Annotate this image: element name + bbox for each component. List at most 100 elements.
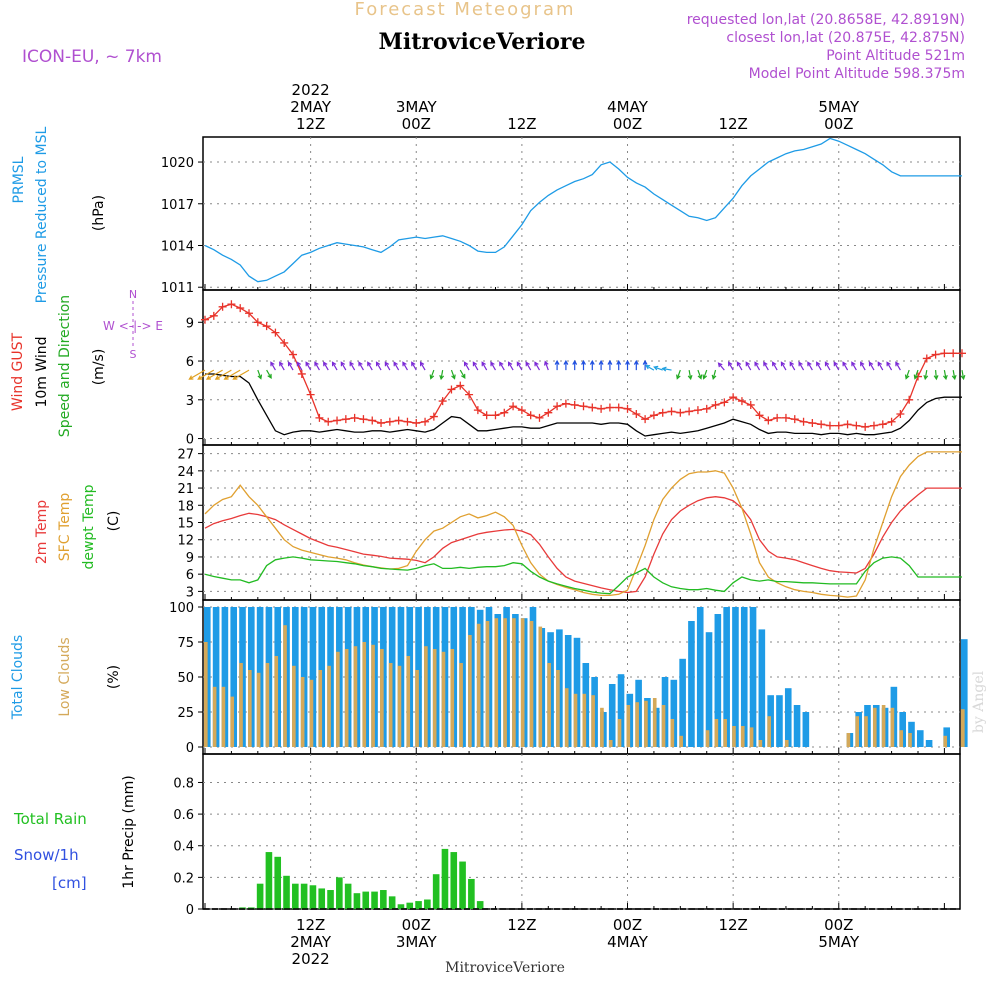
low-cloud-bar (336, 651, 340, 747)
low-cloud-bar (309, 679, 314, 747)
gust-marker (834, 421, 843, 430)
wind-arrow (860, 361, 866, 371)
y-tick-label: 9 (186, 316, 194, 331)
wind-arrow (798, 361, 805, 371)
gust-marker (693, 406, 702, 415)
y-tick-label: 6 (186, 568, 194, 583)
wind-arrow (581, 359, 586, 371)
gust-marker (702, 404, 711, 413)
time-label: 12Z (718, 916, 747, 934)
point-altitude: Point Altitude 521m (826, 48, 965, 64)
time-label: 2022 (292, 81, 330, 99)
low-cloud-bar (705, 730, 710, 747)
low-cloud-bar (538, 626, 543, 747)
total-cloud-bar (714, 614, 722, 747)
low-cloud-bar (740, 726, 745, 747)
total-cloud-bar (776, 695, 783, 747)
low-cloud-bar (872, 707, 877, 747)
y-tick-label: 1011 (161, 281, 194, 296)
wind-arrow (472, 361, 479, 371)
gust-marker (887, 417, 896, 426)
low-cloud-bar (468, 635, 472, 747)
gust-marker (553, 402, 562, 411)
gust-marker (403, 417, 412, 426)
time-label: 00Z (613, 115, 642, 133)
low-cloud-bar (432, 649, 437, 747)
y-tick-label: 0.6 (173, 808, 194, 823)
rain-bar (380, 890, 387, 909)
rain-bar (468, 878, 475, 909)
gust-marker (737, 397, 746, 406)
rain-bar (415, 901, 422, 909)
total-cloud-bar (899, 712, 906, 747)
time-label: 00Z (613, 916, 642, 934)
model-label: ICON-EU, ~ 7km (22, 47, 162, 67)
time-label: 2MAY (290, 933, 332, 951)
rain-bar (362, 891, 370, 909)
wind-arrow (358, 361, 364, 371)
y-tick-label: 18 (177, 499, 194, 514)
low-cloud-bar (450, 649, 455, 747)
rain-bar (256, 883, 264, 909)
time-label: 12Z (507, 115, 536, 133)
wind-arrow (393, 361, 400, 371)
y-tick-label: 9 (186, 551, 194, 566)
y-tick-label: 3 (186, 585, 194, 600)
wind-arrow (642, 359, 648, 371)
gust-marker (368, 416, 377, 425)
gust-marker (623, 404, 632, 413)
total-cloud-bar (793, 705, 801, 747)
wind-arrow (287, 361, 294, 371)
wind-arrow (807, 361, 813, 371)
total-cloud-bar (723, 607, 730, 747)
wind-arrow (589, 359, 595, 371)
time-label: 2022 (292, 950, 330, 968)
wind-arrow (711, 369, 717, 380)
wind-arrow (942, 369, 948, 381)
y-tick-label: 24 (177, 465, 194, 480)
gust-marker (614, 403, 623, 412)
time-label: 12Z (507, 916, 536, 934)
low-cloud-bar (212, 686, 217, 747)
gust-marker (958, 349, 966, 358)
gust-marker (473, 406, 482, 415)
low-cloud-bar (292, 665, 296, 747)
total-cloud-bar (212, 607, 220, 747)
low-cloud-bar (749, 727, 754, 747)
wind-arrow (933, 370, 939, 381)
wind-arrow (904, 369, 910, 380)
gust-marker (588, 403, 597, 412)
gust-label: Wind GUST (10, 332, 26, 411)
low-cloud-bar (784, 740, 789, 747)
series-2m-temp (204, 487, 962, 594)
rain-bar (248, 907, 255, 909)
wind-arrow (384, 361, 391, 371)
low-cloud-bar (855, 716, 860, 747)
wind-arrow (913, 369, 919, 380)
closest-coords: closest lon,lat (20.875E, 42.875N) (726, 30, 965, 46)
gust-marker (509, 402, 518, 411)
gust-marker (324, 417, 333, 426)
wind-arrow (314, 361, 320, 371)
wind-arrow (833, 361, 840, 371)
rain-bar (309, 885, 317, 909)
sfc-label: SFC Temp (57, 493, 73, 562)
panel-0: 1011 1014 1017 1020 (161, 136, 962, 296)
gust-marker (209, 311, 218, 320)
total-cloud-bar (749, 607, 757, 747)
wind-arrow (205, 369, 223, 380)
gust-marker (852, 421, 861, 430)
wind-arrow (305, 361, 312, 371)
wind-arrow (296, 361, 303, 371)
gust-marker (561, 399, 570, 408)
low-cloud-bar (204, 642, 208, 747)
total-cloud-bar (961, 639, 968, 747)
y-tick-label: 75 (177, 636, 194, 651)
low-cloud-bar (608, 740, 613, 747)
low-cloud-bar (415, 670, 419, 747)
low-clouds-label: Low Clouds (57, 637, 73, 716)
wind-arrow (877, 361, 884, 371)
gust-marker (500, 408, 509, 417)
footer-location: MitroviceVeriore (445, 960, 565, 976)
low-cloud-bar (732, 726, 736, 747)
